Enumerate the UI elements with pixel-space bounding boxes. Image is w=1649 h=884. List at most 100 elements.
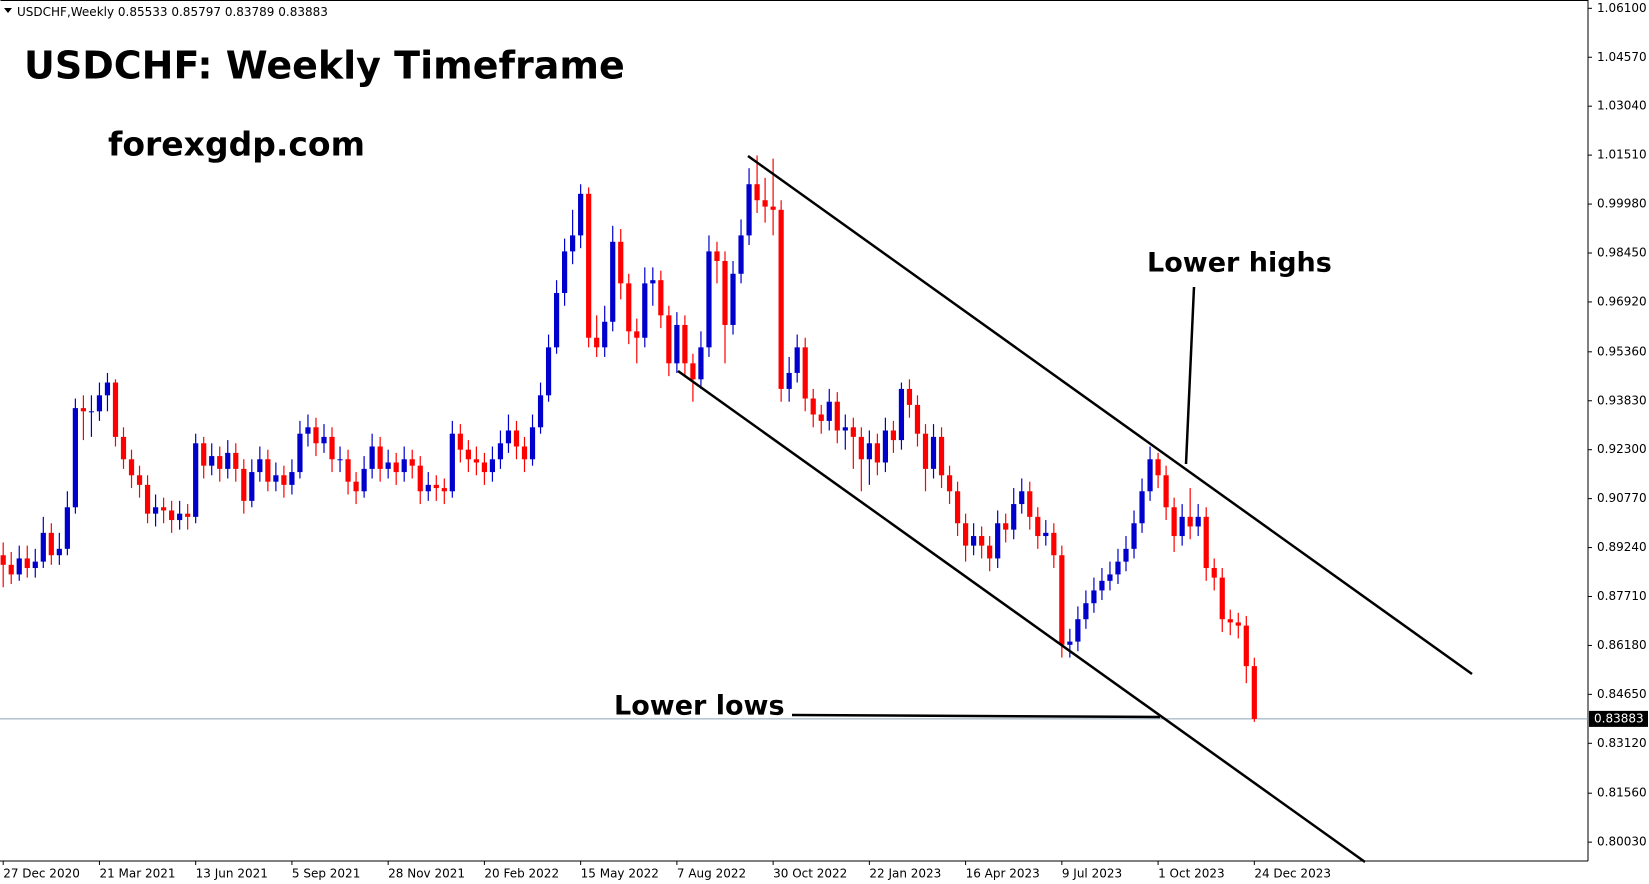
- x-tick-label: 9 Jul 2023: [1062, 867, 1122, 881]
- candle-body: [289, 472, 295, 485]
- candle-body: [329, 436, 335, 460]
- candle-body: [449, 433, 455, 492]
- annotation: Lower lows: [614, 691, 785, 722]
- candle-body: [914, 404, 921, 434]
- candle-body: [136, 475, 143, 485]
- y-tick-label: 0.98450: [1597, 245, 1647, 259]
- x-tick-label: 21 Mar 2021: [99, 867, 175, 881]
- candle-body: [553, 292, 560, 348]
- candle-body: [1035, 516, 1041, 537]
- candle-body: [602, 321, 608, 348]
- candle-body: [1235, 622, 1241, 626]
- x-tick-label: 13 Jun 2021: [196, 867, 268, 881]
- candle-body: [128, 459, 135, 476]
- candle-body: [281, 475, 287, 485]
- candle-body: [441, 488, 447, 492]
- candle-body: [489, 459, 496, 473]
- open-value: 0.85533: [118, 5, 168, 19]
- candle-body: [425, 484, 431, 492]
- candle-body: [225, 452, 231, 469]
- candle-body: [201, 443, 207, 466]
- candle-body: [1059, 555, 1065, 645]
- x-tick-label: 30 Oct 2022: [773, 867, 847, 881]
- candle-body: [473, 459, 479, 463]
- candle-body: [241, 468, 247, 501]
- candle-body: [513, 430, 520, 447]
- high-value: 0.85797: [171, 5, 221, 19]
- candle-body: [465, 449, 471, 460]
- chart-subtitle: forexgdp.com: [108, 125, 365, 164]
- candle-body: [273, 475, 279, 482]
- x-tick-label: 5 Sep 2021: [292, 867, 360, 881]
- close-value: 0.83883: [278, 5, 328, 19]
- y-tick-label: 0.95360: [1597, 344, 1647, 358]
- candle-body: [1019, 491, 1025, 505]
- candle-body: [794, 347, 800, 373]
- y-tick-label: 0.87710: [1597, 589, 1647, 603]
- candle-body: [930, 436, 937, 469]
- candle-body: [722, 260, 728, 325]
- current-price-box: [1589, 710, 1648, 727]
- candle-body: [979, 536, 985, 546]
- y-tick-label: 0.84650: [1597, 687, 1647, 701]
- candle-body: [297, 433, 303, 473]
- candle-body: [161, 507, 167, 511]
- candle-body: [265, 459, 271, 482]
- candle-body: [1187, 516, 1193, 527]
- candle-body: [634, 331, 640, 338]
- candle-body: [666, 315, 672, 364]
- candle-body: [209, 456, 215, 466]
- candle-body: [112, 382, 119, 437]
- candle-body: [995, 523, 1001, 559]
- candle-body: [946, 475, 953, 492]
- candle-body: [1027, 491, 1033, 517]
- candle-body: [177, 513, 183, 521]
- candle-body: [1011, 504, 1017, 530]
- candle-body: [16, 558, 22, 575]
- x-tick-label: 7 Aug 2022: [677, 867, 746, 881]
- y-tick-label: 0.92300: [1597, 442, 1647, 456]
- candle-body: [562, 251, 568, 293]
- lower-highs-pointer: [1184, 286, 1196, 465]
- y-tick-label: 0.80030: [1597, 835, 1647, 849]
- candle-body: [1043, 532, 1049, 537]
- candle-body: [257, 459, 263, 473]
- y-tick-label: 1.06100: [1597, 1, 1647, 15]
- y-tick-label: 1.04570: [1597, 50, 1647, 64]
- candle-body: [850, 427, 856, 437]
- candle-body: [337, 459, 343, 461]
- x-tick-label: 1 Oct 2023: [1158, 867, 1225, 881]
- candle-body: [401, 459, 407, 473]
- candle-body: [778, 209, 784, 389]
- candle-body: [24, 558, 30, 569]
- y-tick-label: 1.03040: [1597, 99, 1647, 113]
- y-tick-label: 0.99980: [1597, 197, 1647, 211]
- candle-body: [409, 459, 415, 466]
- y-tick-label: 0.90770: [1597, 491, 1647, 505]
- candle-body: [578, 193, 584, 236]
- candle-body: [1091, 590, 1097, 604]
- candle-body: [890, 430, 897, 441]
- chart-header: USDCHF,Weekly 0.85533 0.85797 0.83789 0.…: [17, 5, 328, 19]
- candle-body: [658, 280, 664, 316]
- upper-channel-line: [747, 154, 1473, 676]
- candle-body: [706, 251, 712, 348]
- candle-body: [377, 446, 383, 469]
- candle-body: [754, 184, 760, 201]
- candle-body: [217, 456, 223, 469]
- candle-body: [233, 452, 239, 469]
- candle-body: [88, 411, 95, 413]
- candle-body: [385, 462, 391, 469]
- candle-body: [1163, 475, 1169, 508]
- candle-body: [32, 561, 38, 569]
- candle-body: [193, 443, 199, 517]
- candle-body: [369, 446, 375, 469]
- candle-body: [120, 436, 127, 460]
- candle-body: [594, 337, 600, 348]
- lower-channel-line: [677, 369, 1366, 864]
- candle-body: [169, 510, 175, 521]
- x-tick-label: 24 Dec 2023: [1254, 867, 1331, 881]
- y-tick-label: 0.83120: [1597, 736, 1647, 750]
- candle-body: [971, 536, 977, 546]
